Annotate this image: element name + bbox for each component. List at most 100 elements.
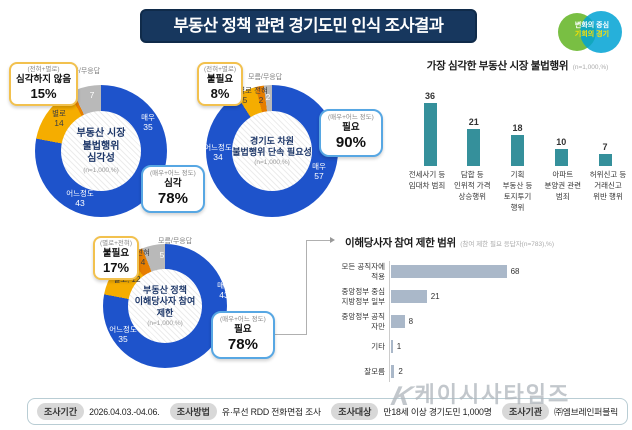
callout-negative: (전혀+별로) 불필요 8% bbox=[197, 62, 244, 106]
category-label: 중앙정부 공직자만 bbox=[341, 311, 385, 331]
segment-label: 모름/무응답 bbox=[66, 68, 101, 75]
bar-value-label: 8 bbox=[408, 317, 414, 326]
logo-text: 변화의 중심 기회의 경기 bbox=[558, 22, 626, 40]
category-label: 중앙정부 중심 지방정부 일부 bbox=[341, 286, 385, 306]
logo-line1: 변화의 중심 bbox=[574, 22, 610, 29]
bar bbox=[554, 148, 568, 166]
bar-chart-restriction-scope: 이해당사자 참여 제한 범위 (참여 제한 필요 응답자(n=783),%) 모… bbox=[337, 233, 630, 384]
bar-value-label: 21 bbox=[430, 292, 440, 301]
bar-value-label: 21 bbox=[468, 117, 479, 128]
bar-row: 기타 1 bbox=[337, 334, 630, 359]
segment-label: 모름/무응답 bbox=[158, 238, 193, 245]
bar-value-label: 36 bbox=[424, 91, 435, 101]
segment-label: 별로 5 bbox=[238, 86, 252, 106]
segment-label: 별로 14 bbox=[52, 109, 66, 129]
callout-negative: (전혀+별로) 심각하지 않음 15% bbox=[9, 62, 79, 106]
survey-info-item: 조사기관 ㈜엠브레인퍼블릭 bbox=[502, 403, 618, 420]
donut-title: 경기도 차원 불법행위 단속 필요성 bbox=[232, 135, 312, 157]
logo-blue-circle-icon bbox=[580, 11, 622, 53]
info-value: ㈜엠브레인퍼블릭 bbox=[554, 407, 618, 417]
survey-info-bar: 조사기간 2026.04.03.-04.06. 조사방법 유·무선 RDD 전화… bbox=[27, 398, 628, 425]
category-label: 담합 등 인위적 가격 상승행위 bbox=[453, 170, 491, 201]
logo-line2: 기회의 경기 bbox=[574, 30, 610, 38]
gyeonggi-logo: 변화의 중심 기회의 경기 bbox=[558, 10, 626, 53]
bar bbox=[391, 265, 507, 278]
segment-label: 매우 57 bbox=[312, 162, 326, 182]
info-label-badge: 조사기간 bbox=[37, 403, 85, 420]
bar-value-label: 1 bbox=[396, 342, 402, 351]
chart-n-label: (참여 제한 필요 응답자(n=783),%) bbox=[460, 241, 555, 248]
donut-n-label: (n=1,000,%) bbox=[147, 319, 183, 327]
category-label: 전세사기 등 임대차 범죄 bbox=[408, 170, 446, 190]
bar-column: 10 bbox=[542, 136, 580, 166]
segment-value: 7 bbox=[89, 90, 95, 100]
survey-info-item: 조사대상 만18세 이상 경기도민 1,000명 bbox=[331, 403, 492, 420]
donut-title: 부동산 정책 이해당사자 참여 제한 bbox=[134, 285, 196, 318]
category-label: 기타 bbox=[371, 341, 385, 351]
bar bbox=[467, 129, 481, 166]
category-label: 모든 공직자에 적용 bbox=[341, 261, 385, 281]
chart-title: 이해당사자 참여 제한 범위 bbox=[345, 237, 456, 249]
info-label-badge: 조사방법 bbox=[169, 403, 217, 420]
axis-line bbox=[389, 261, 390, 382]
bar-value-label: 2 bbox=[398, 367, 403, 376]
page-title: 부동산 정책 관련 경기도민 인식 조사결과 bbox=[140, 9, 477, 43]
bar-value-label: 68 bbox=[510, 267, 520, 276]
bar-row: 중앙정부 중심 지방정부 일부 21 bbox=[337, 284, 630, 309]
bars-area: 모든 공직자에 적용 68 중앙정부 중심 지방정부 일부 21 중앙정부 공직… bbox=[337, 259, 630, 384]
segment-label: 모름/무응답 bbox=[248, 74, 283, 81]
category-label: 허위신고 등 거래신고 위반 행위 bbox=[589, 170, 627, 201]
bar-row: 모든 공직자에 적용 68 bbox=[337, 259, 630, 284]
bar-row: 중앙정부 공직자만 8 bbox=[337, 309, 630, 334]
donut-n-label: (n=1,000,%) bbox=[83, 166, 119, 174]
donut-center: 경기도 차원 불법행위 단속 필요성 (n=1,000,%) bbox=[232, 111, 312, 191]
info-value: 유·무선 RDD 전화면접 조사 bbox=[221, 407, 321, 417]
info-value: 2026.04.03.-04.06. bbox=[89, 406, 160, 417]
survey-info-item: 조사기간 2026.04.03.-04.06. bbox=[37, 403, 160, 420]
chart-title: 가장 심각한 부동산 시장 불법행위 bbox=[426, 60, 569, 72]
donut-center: 부동산 정책 이해당사자 참여 제한 (n=1,000,%) bbox=[128, 269, 202, 343]
bar-value-label: 10 bbox=[556, 136, 567, 147]
category-labels: 전세사기 등 임대차 범죄 담합 등 인위적 가격 상승행위 기획 부동산 등 … bbox=[403, 170, 632, 214]
bars-area: 36 21 18 10 7 bbox=[403, 78, 632, 166]
callout-positive: (매우+어느 정도) 심각 78% bbox=[141, 165, 205, 214]
connector-arrow-icon bbox=[330, 237, 335, 243]
bar bbox=[511, 134, 524, 166]
chart-title-row: 이해당사자 참여 제한 범위 (참여 제한 필요 응답자(n=783),%) bbox=[337, 233, 630, 251]
callout-positive: (매우+어느 정도) 필요 90% bbox=[319, 109, 383, 158]
segment-label: 어느정도 43 bbox=[66, 189, 94, 209]
callout-positive: (매우+어느 정도) 필요 78% bbox=[211, 311, 275, 360]
bar-value-label: 7 bbox=[602, 141, 608, 152]
bar-column: 36 bbox=[411, 91, 449, 166]
category-label: 잘모름 bbox=[364, 366, 385, 376]
donut-title: 부동산 시장 불법행위 심각성 bbox=[76, 128, 126, 165]
connector-line bbox=[259, 334, 306, 335]
info-label-badge: 조사기관 bbox=[502, 403, 550, 420]
bar-column: 18 bbox=[499, 123, 537, 166]
bar-chart-most-serious-illegal-acts: 가장 심각한 부동산 시장 불법행위 (n=1,000,%) 36 21 18 … bbox=[403, 56, 632, 214]
donut-center: 부동산 시장 불법행위 심각성 (n=1,000,%) bbox=[61, 111, 141, 191]
bar bbox=[391, 315, 405, 328]
segment-label: 매우 35 bbox=[141, 113, 155, 133]
donut-n-label: (n=1,000,%) bbox=[254, 159, 290, 167]
segment-label: 매우 43 bbox=[217, 281, 231, 301]
bar bbox=[391, 290, 427, 303]
bar bbox=[391, 340, 393, 353]
segment-value: 5 bbox=[159, 250, 165, 260]
callout-negative: (별로+전혀) 불필요 17% bbox=[93, 236, 140, 280]
segment-label: 어느정도 35 bbox=[109, 325, 137, 345]
bar-column: 7 bbox=[586, 142, 624, 166]
bar-row: 잘모름 2 bbox=[337, 359, 630, 384]
bar bbox=[391, 365, 395, 378]
segment-label: 전혀 4 bbox=[136, 248, 150, 268]
survey-info-item: 조사방법 유·무선 RDD 전화면접 조사 bbox=[169, 403, 321, 420]
bar bbox=[598, 153, 612, 166]
chart-n-label: (n=1,000,%) bbox=[572, 64, 609, 71]
category-label: 기획 부동산 등 토지투기 행위 bbox=[502, 170, 533, 212]
segment-label: 전혀 2 bbox=[254, 86, 268, 106]
segment-value: 2 bbox=[265, 92, 271, 102]
chart-title-row: 가장 심각한 부동산 시장 불법행위 (n=1,000,%) bbox=[403, 56, 632, 74]
connector-line bbox=[306, 240, 307, 335]
segment-label: 어느정도 34 bbox=[204, 143, 232, 163]
